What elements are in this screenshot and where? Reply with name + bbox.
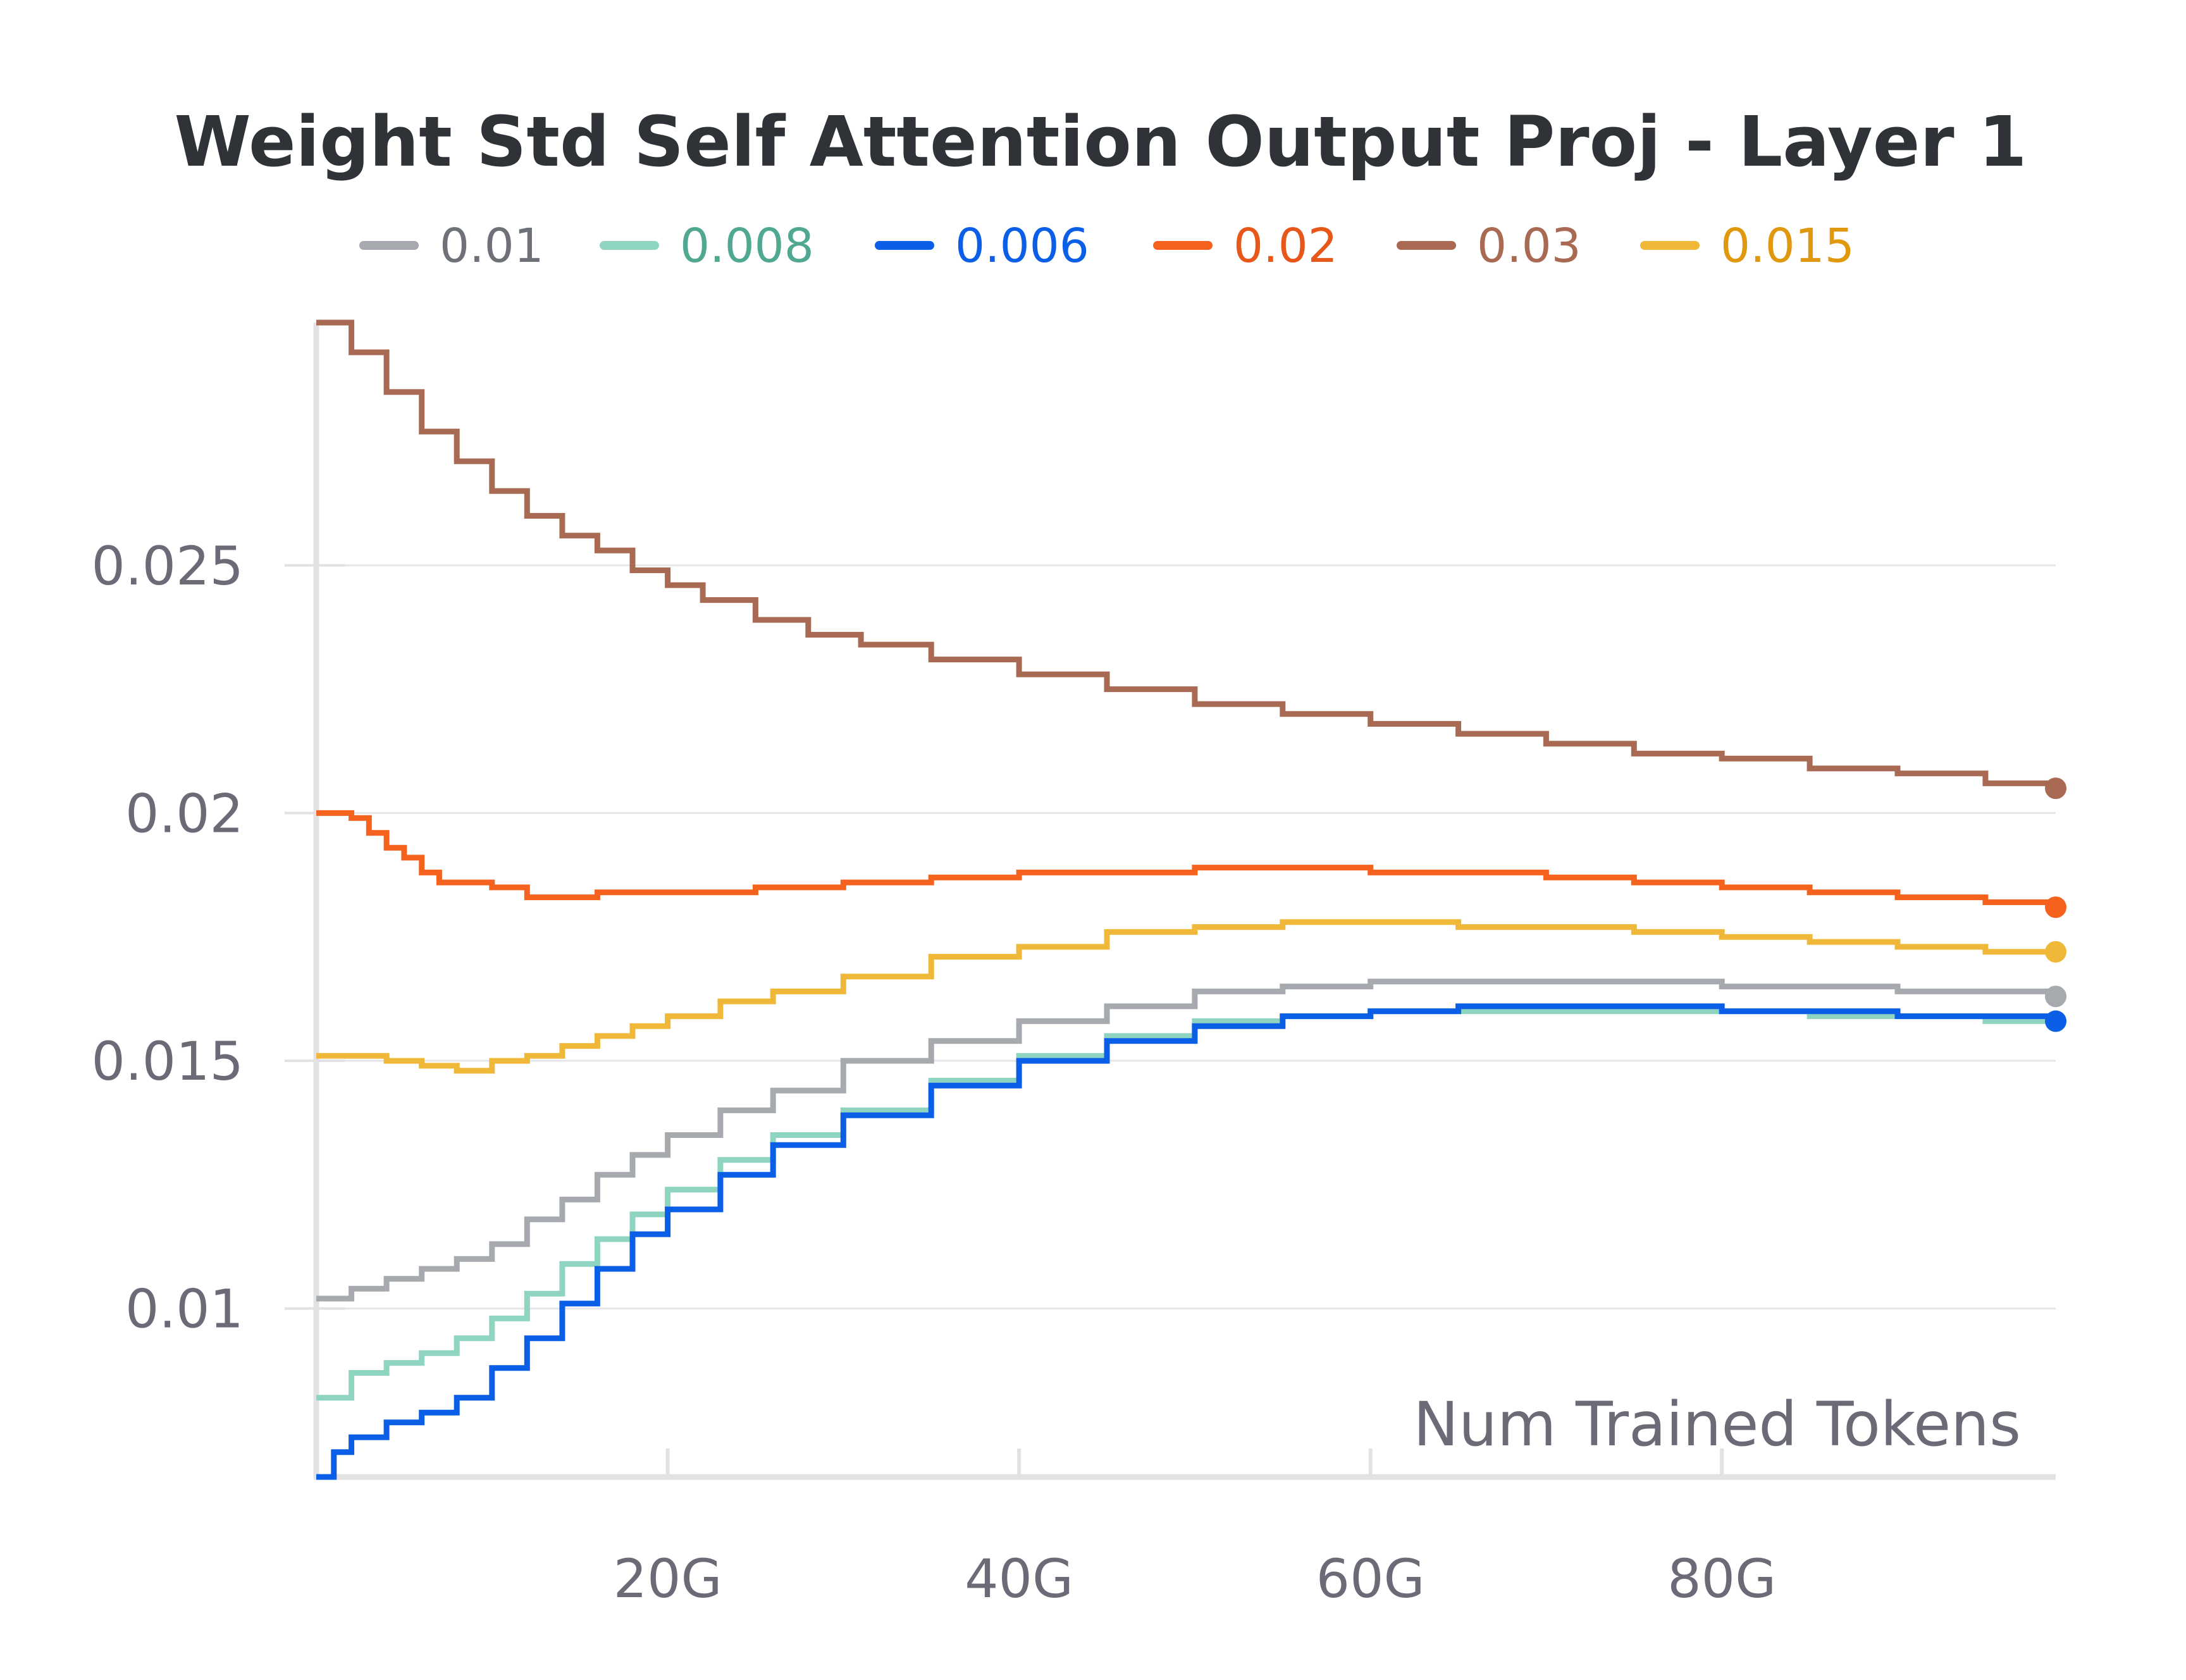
y-tick-label-3: 0.025 (92, 535, 244, 597)
y-tick-label-2: 0.02 (125, 782, 244, 844)
legend-label-0.008: 0.008 (680, 219, 814, 273)
legend: 0.01 0.008 0.006 0.02 0.03 0.015 (359, 219, 1855, 273)
chart-title: Weight Std Self Attention Output Proj - … (175, 101, 2027, 182)
series-layer (316, 319, 2066, 1480)
x-axis-label: Num Trained Tokens (1413, 1389, 2021, 1460)
series-line-0.02 (316, 810, 2059, 908)
legend-label-0.01: 0.01 (440, 219, 544, 273)
y-tick-label-0: 0.01 (125, 1278, 244, 1340)
x-tick-label-3: 80G (1667, 1548, 1776, 1610)
series-line-0.006 (316, 1003, 2059, 1480)
legend-label-0.006: 0.006 (955, 219, 1089, 273)
series-line-0.01 (316, 979, 2059, 1302)
x-tick-label-0: 20G (614, 1548, 722, 1610)
grid (316, 564, 2056, 1310)
y-tick-label-1: 0.015 (92, 1030, 244, 1092)
series-end-point-0.02 (2045, 896, 2066, 918)
axes: 0.01 0.015 0.02 0.025 20G 40G 60G 80G (92, 323, 2056, 1610)
series-line-0.008 (316, 1008, 2056, 1401)
legend-label-0.02: 0.02 (1233, 219, 1338, 273)
series-line-0.03 (316, 319, 2059, 789)
x-tick-label-1: 40G (965, 1548, 1073, 1610)
x-tick-label-2: 60G (1316, 1548, 1425, 1610)
series-end-point-0.015 (2045, 941, 2066, 963)
series-line-0.015 (316, 919, 2056, 1074)
series-end-point-0.03 (2045, 777, 2066, 800)
legend-label-0.03: 0.03 (1477, 219, 1581, 273)
series-end-point-0.006 (2045, 1010, 2066, 1032)
series-end-point-0.01 (2045, 985, 2066, 1008)
legend-label-0.015: 0.015 (1720, 219, 1855, 273)
